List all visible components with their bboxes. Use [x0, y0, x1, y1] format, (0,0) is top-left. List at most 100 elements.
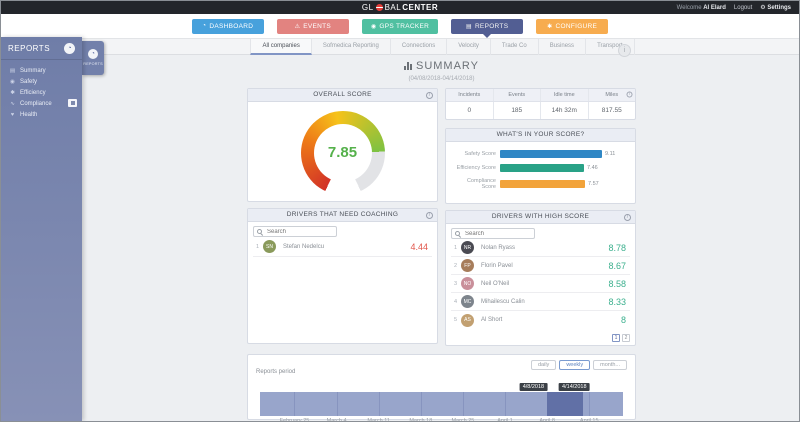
tab-company-1[interactable]: Sofmedica Reporting — [312, 39, 391, 55]
weekly-button[interactable]: weekly — [559, 360, 591, 370]
report-date-range: (04/08/2018-04/14/2018) — [408, 76, 475, 82]
overall-score-panel: OVERALL SCORE i 7.85 — [247, 88, 438, 202]
stats-values-row: 0 185 14h 32m 817.55 — [446, 102, 635, 119]
bar-value: 7.57 — [588, 181, 599, 187]
sidebar-drawer-handle[interactable]: ◔ REPORTS — [82, 41, 104, 75]
settings-link[interactable]: ⚙ Settings — [760, 5, 791, 11]
sidebar-item-safety[interactable]: ◉ Safety — [10, 78, 38, 85]
sidebar-item-efficiency[interactable]: ✱ Efficiency — [10, 89, 46, 96]
period-end-flag: 4/14/2018 — [559, 383, 590, 391]
tab-company-6[interactable]: Transport — [586, 39, 635, 55]
driver-row[interactable]: 1 SN Stefan Nedelcu 4.44 — [253, 237, 432, 257]
score-breakdown-header: WHAT'S IN YOUR SCORE? — [446, 129, 635, 142]
tick-label: March 11 — [367, 418, 390, 422]
coaching-panel: DRIVERS THAT NEED COACHING i 1 SN Stefan… — [247, 208, 438, 344]
granularity-buttons: daily weekly month... — [531, 360, 627, 370]
tab-company-3[interactable]: Velocity — [447, 39, 491, 55]
reports-period-label: Reports period — [256, 369, 296, 375]
gear-icon: ⚙ — [760, 5, 766, 11]
high-score-panel: DRIVERS WITH HIGH SCORE i 1 NR Nolan Rya… — [445, 210, 636, 346]
warning-icon: ⚠ — [294, 23, 301, 30]
monthly-button[interactable]: month... — [593, 360, 627, 370]
tick-label: April 15 — [579, 418, 599, 422]
nav-dashboard-button[interactable]: ◔ DASHBOARD — [191, 18, 264, 34]
stats-value-events: 185 — [494, 102, 541, 119]
main-nav: ◔ DASHBOARD ⚠ EVENTS ◉ GPS TRACKER ▤ REPORTS… — [1, 14, 799, 39]
chart-icon: ▤ — [465, 23, 472, 30]
tab-company-5[interactable]: Business — [539, 39, 587, 55]
coaching-header: DRIVERS THAT NEED COACHING i — [248, 209, 437, 222]
selected-period-region[interactable] — [547, 392, 584, 416]
driver-rank: 1 — [453, 244, 457, 251]
driver-row[interactable]: 1 NR Nolan Ryass 8.78 — [451, 239, 630, 257]
coaching-search-input[interactable] — [254, 227, 336, 236]
logo-text-left: GL — [361, 3, 374, 12]
driver-score: 8 — [620, 315, 626, 325]
driver-name: Mihailescu Calin — [481, 298, 525, 305]
driver-rank: 3 — [453, 280, 457, 287]
stats-header-incidents: Incidents — [446, 89, 494, 101]
avatar: MC — [461, 295, 474, 308]
driver-score: 4.44 — [410, 241, 428, 252]
logo-text-bold: CENTER — [402, 3, 439, 12]
driver-score: 8.33 — [608, 296, 626, 307]
week-gridline — [505, 392, 507, 416]
driver-name: Neil O'Neil — [481, 280, 510, 287]
driver-row[interactable]: 5 AS Al Short 8 — [451, 311, 630, 329]
driver-name: Nolan Ryass — [481, 244, 516, 251]
tab-company-2[interactable]: Connections — [391, 39, 448, 55]
sidebar-item-health[interactable]: ♥ Health — [10, 111, 38, 118]
high-score-search-input[interactable] — [452, 229, 534, 238]
high-score-search — [451, 228, 535, 239]
welcome-text: Welcome Al Elard — [676, 4, 726, 11]
info-icon[interactable]: i — [426, 92, 433, 99]
nav-reports-button[interactable]: ▤ REPORTS — [451, 18, 524, 38]
avatar: FP — [461, 259, 474, 272]
help-button[interactable]: i — [618, 44, 631, 57]
week-gridline — [336, 392, 338, 416]
info-icon[interactable]: i — [624, 214, 631, 221]
efficiency-score-bar — [500, 164, 584, 172]
avatar: SN — [263, 240, 276, 253]
safety-score-row: Safety Score 9.11 — [452, 150, 629, 158]
gauge-icon: ◔ — [202, 23, 207, 29]
summary-icon: ▤ — [9, 67, 16, 74]
stats-value-miles: 817.55 — [601, 107, 622, 114]
nav-events-button[interactable]: ⚠ EVENTS — [276, 18, 349, 34]
sidebar-item-summary[interactable]: ▤ Summary — [9, 67, 46, 74]
logout-link[interactable]: Logout — [733, 4, 753, 11]
weekly-stats-table: Incidents Events Idle time Miles i 0 185 … — [445, 88, 636, 120]
page-1-button[interactable]: 1 — [612, 334, 620, 342]
driver-row[interactable]: 4 MC Mihailescu Calin 8.33 — [451, 293, 630, 311]
compliance-badge[interactable] — [68, 99, 77, 107]
period-timeline[interactable]: 4/8/2018 4/14/2018 — [260, 383, 623, 416]
week-gridline — [589, 392, 591, 416]
nav-configure-button[interactable]: ✱ CONFIGURE — [536, 18, 609, 34]
driver-row[interactable]: 2 FP Florin Pavel 8.67 — [451, 257, 630, 275]
driver-row[interactable]: 3 NO Neil O'Neil 8.58 — [451, 275, 630, 293]
reports-panel-icon[interactable]: ◔ — [64, 43, 75, 54]
health-icon: ♥ — [10, 111, 15, 118]
week-gridline — [378, 392, 380, 416]
efficiency-score-row: Efficiency Score 7.46 — [452, 164, 629, 172]
info-icon[interactable]: i — [626, 91, 633, 98]
sidebar-header: REPORTS ◔ — [1, 37, 82, 60]
stats-header-idle-time: Idle time — [541, 89, 589, 101]
tick-label: February 25 — [279, 418, 310, 422]
driver-score: 8.67 — [608, 260, 626, 271]
page-2-button[interactable]: 2 — [622, 334, 630, 342]
nav-gps-tracker-button[interactable]: ◉ GPS TRACKER — [361, 18, 439, 34]
pagination: 1 2 — [612, 334, 630, 342]
info-icon[interactable]: i — [426, 212, 433, 219]
tab-company-4[interactable]: Trade Co — [491, 39, 539, 55]
sidebar-item-compliance[interactable]: ∿ Compliance — [1, 98, 82, 109]
avatar: NR — [461, 241, 474, 254]
timeline-tick-labels: February 25 March 4 March 11 March 18 Ma… — [260, 417, 623, 422]
tab-all-companies[interactable]: All companies — [250, 39, 312, 55]
score-breakdown-body: Safety Score 9.11 Efficiency Score 7.46 … — [446, 142, 635, 204]
driver-rank: 5 — [453, 317, 457, 323]
high-score-body: 1 NR Nolan Ryass 8.78 2 FP Florin Pavel … — [446, 224, 635, 345]
week-gridline — [462, 392, 464, 416]
driver-rank: 2 — [453, 262, 457, 269]
daily-button[interactable]: daily — [531, 360, 557, 370]
